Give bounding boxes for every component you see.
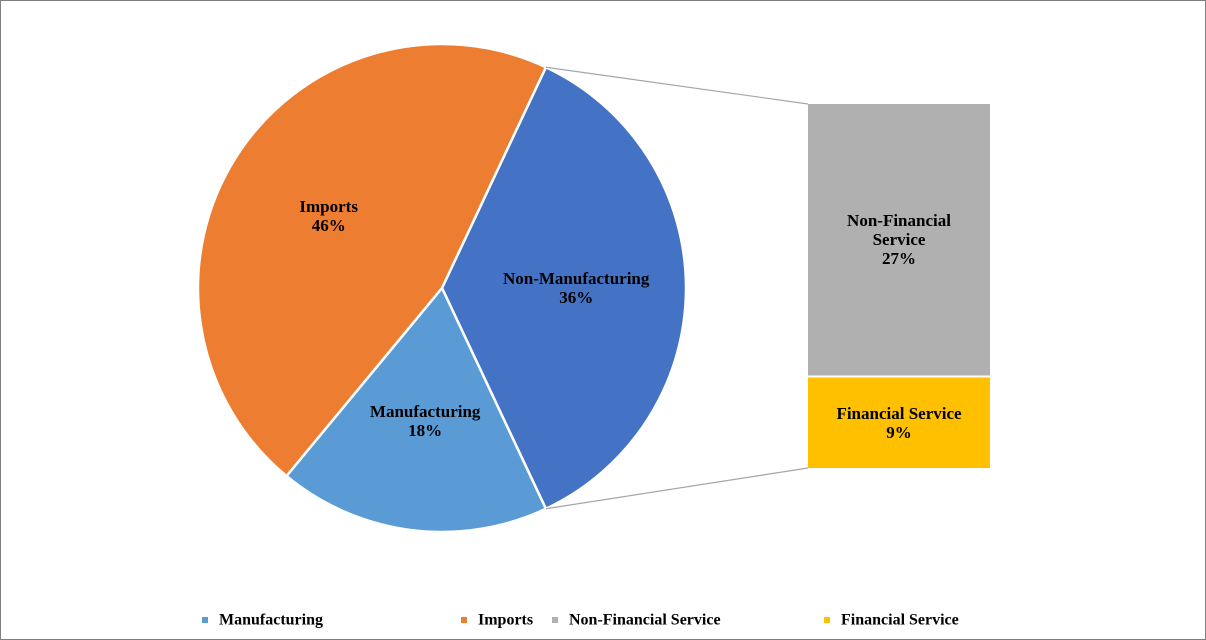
connector-line	[545, 66, 809, 105]
data-label: 18%	[408, 421, 443, 441]
data-label: 27%	[882, 249, 916, 269]
connector-line	[545, 467, 809, 510]
legend-swatch	[461, 617, 467, 623]
data-label: Financial Service	[836, 403, 962, 423]
pie-slice	[440, 65, 688, 511]
pie-slice	[284, 285, 548, 534]
data-label: 46%	[311, 216, 346, 236]
data-label: Non-Manufacturing	[502, 269, 650, 288]
legend-label: Manufacturing	[219, 612, 323, 629]
legend-swatch	[552, 617, 558, 623]
pie-slice	[196, 42, 548, 478]
breakdown-bar	[808, 377, 990, 468]
legend-label: Financial Service	[841, 612, 959, 629]
breakdown-bar	[808, 104, 990, 376]
data-label: Non-Financial Service	[847, 211, 951, 250]
legend-label: Imports	[478, 612, 533, 629]
data-label: 9%	[886, 422, 912, 442]
data-label: Imports	[299, 197, 358, 217]
legend-swatch	[202, 617, 208, 623]
legend-swatch	[824, 617, 830, 623]
legend-label: Non-Financial Service	[569, 612, 721, 629]
data-label: 36%	[559, 288, 594, 307]
data-label: Manufacturing	[369, 402, 481, 422]
